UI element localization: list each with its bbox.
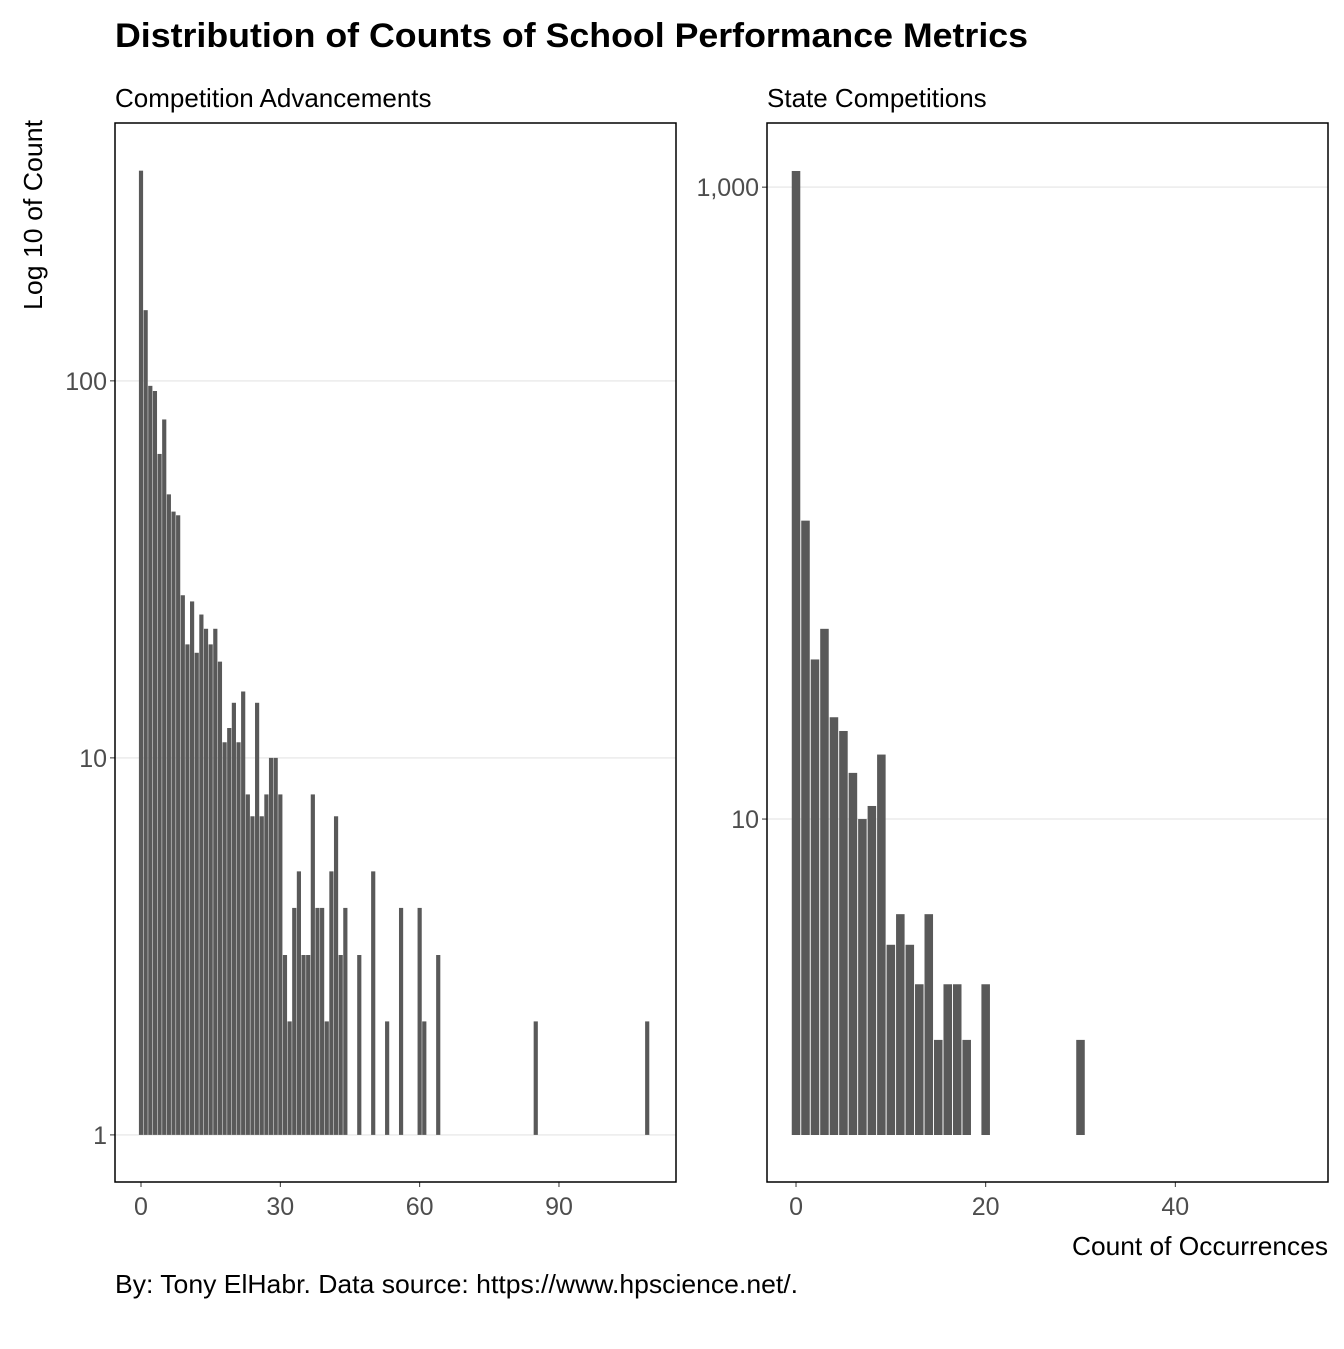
y-tick-label: 1 bbox=[93, 1122, 107, 1150]
bar bbox=[896, 914, 905, 1136]
bar bbox=[268, 757, 274, 1135]
bar bbox=[292, 907, 297, 1135]
bar bbox=[324, 1021, 329, 1135]
bar bbox=[839, 730, 848, 1136]
y-tick-label: 10 bbox=[79, 745, 107, 773]
bar bbox=[245, 794, 250, 1135]
bar bbox=[148, 385, 153, 1135]
panel-subtitle: Competition Advancements bbox=[115, 83, 432, 113]
bar bbox=[227, 728, 232, 1135]
x-tick-label: 40 bbox=[1161, 1193, 1189, 1221]
caption: By: Tony ElHabr. Data source: https://ww… bbox=[115, 1269, 798, 1299]
y-tick-label: 10 bbox=[731, 806, 759, 834]
bar bbox=[208, 644, 213, 1135]
panel-border bbox=[766, 122, 1329, 1183]
bar bbox=[194, 652, 199, 1135]
panel-border bbox=[114, 122, 677, 1183]
bar bbox=[301, 955, 306, 1135]
bar bbox=[213, 628, 218, 1135]
bar bbox=[981, 984, 990, 1136]
bar bbox=[810, 659, 820, 1136]
bar bbox=[199, 614, 204, 1135]
bar bbox=[241, 691, 246, 1135]
bar bbox=[398, 907, 404, 1135]
bar bbox=[273, 757, 278, 1135]
y-tick-label: 100 bbox=[65, 368, 107, 396]
x-tick-label: 30 bbox=[266, 1193, 294, 1221]
bar bbox=[533, 1021, 538, 1135]
bar bbox=[176, 515, 181, 1135]
bar bbox=[259, 816, 264, 1135]
bar bbox=[320, 907, 325, 1135]
bar bbox=[829, 717, 839, 1136]
bar bbox=[152, 390, 158, 1135]
bar bbox=[222, 742, 227, 1135]
bar bbox=[310, 794, 315, 1135]
bar bbox=[278, 794, 283, 1135]
bar bbox=[422, 1021, 427, 1135]
x-tick-label: 20 bbox=[972, 1193, 1000, 1221]
bar bbox=[203, 628, 209, 1135]
bar bbox=[329, 871, 334, 1135]
bar bbox=[180, 595, 185, 1135]
bar bbox=[952, 984, 962, 1136]
bar bbox=[338, 955, 343, 1135]
bar bbox=[333, 816, 339, 1135]
bar bbox=[791, 170, 801, 1136]
y-axis-label: Log 10 of Count bbox=[18, 119, 48, 310]
bar bbox=[217, 661, 223, 1135]
bar bbox=[190, 601, 195, 1135]
bar bbox=[157, 453, 162, 1135]
bar bbox=[162, 419, 167, 1135]
bar bbox=[385, 1021, 390, 1135]
bar bbox=[848, 772, 858, 1136]
x-tick-label: 60 bbox=[406, 1193, 434, 1221]
bar bbox=[236, 742, 241, 1135]
y-tick-label: 1,000 bbox=[696, 174, 759, 202]
bar bbox=[877, 754, 886, 1136]
bar bbox=[166, 494, 171, 1135]
bar bbox=[250, 816, 255, 1135]
bar bbox=[171, 511, 176, 1135]
bar bbox=[886, 944, 896, 1136]
bar bbox=[924, 914, 934, 1136]
chart-title: Distribution of Counts of School Perform… bbox=[115, 17, 1028, 55]
bar bbox=[143, 310, 148, 1135]
bar bbox=[645, 1021, 650, 1135]
x-axis-label: Count of Occurrences bbox=[1072, 1231, 1328, 1261]
panel-subtitle: State Competitions bbox=[767, 83, 987, 113]
bar bbox=[185, 644, 190, 1135]
x-tick-label: 0 bbox=[789, 1193, 803, 1221]
bar bbox=[820, 628, 829, 1136]
bar bbox=[933, 1039, 943, 1136]
bar bbox=[315, 907, 320, 1135]
bar bbox=[915, 984, 924, 1136]
bar bbox=[858, 819, 867, 1136]
bar bbox=[138, 170, 144, 1135]
x-tick-label: 0 bbox=[134, 1193, 148, 1221]
bar bbox=[343, 907, 348, 1135]
bar bbox=[287, 1021, 292, 1135]
bar bbox=[255, 702, 260, 1135]
bar bbox=[264, 794, 269, 1135]
bar bbox=[867, 805, 877, 1136]
bar bbox=[417, 907, 422, 1135]
bar bbox=[231, 702, 236, 1135]
x-tick-label: 90 bbox=[545, 1193, 573, 1221]
bar bbox=[905, 944, 915, 1136]
bar bbox=[962, 1039, 971, 1136]
bar bbox=[371, 871, 376, 1135]
bar bbox=[801, 520, 810, 1136]
bar bbox=[436, 955, 441, 1135]
bar bbox=[1076, 1039, 1085, 1136]
bar bbox=[357, 955, 362, 1135]
bar bbox=[943, 984, 953, 1136]
bar bbox=[282, 955, 288, 1135]
bar bbox=[306, 955, 311, 1135]
bar bbox=[296, 871, 301, 1135]
